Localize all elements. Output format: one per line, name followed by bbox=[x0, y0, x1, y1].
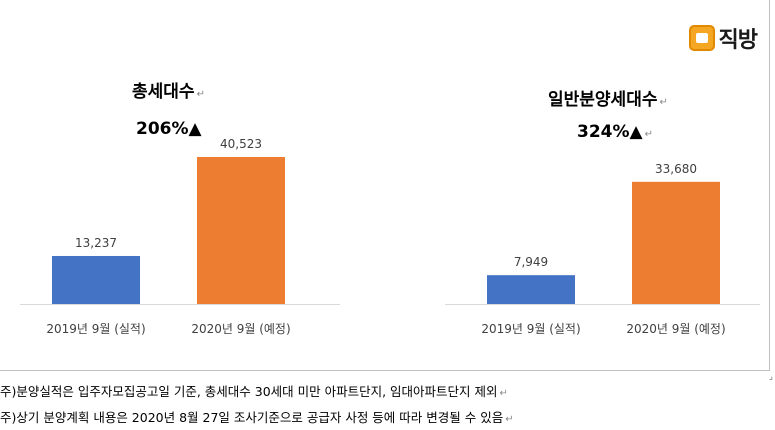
category-label: 2020년 9월 (예정) bbox=[191, 322, 290, 336]
data-label: 13,237 bbox=[75, 236, 117, 250]
resize-handle-icon[interactable]: ⌟ bbox=[768, 372, 773, 382]
chart-frame bbox=[0, 0, 770, 371]
footnote-2-text: 주)상기 분양계획 내용은 2020년 8월 27일 조사기준으로 공급자 사정… bbox=[0, 410, 504, 425]
chart-change-general: 324%▲ ↵ bbox=[577, 122, 653, 142]
footnote-2: 주)상기 분양계획 내용은 2020년 8월 27일 조사기준으로 공급자 사정… bbox=[0, 410, 514, 425]
chart-title-total: 총세대수 ↵ bbox=[132, 82, 205, 102]
bar-planned bbox=[632, 181, 720, 304]
chart-change-general-text: 324%▲ bbox=[577, 122, 643, 142]
bar-actual bbox=[487, 275, 575, 304]
data-label: 7,949 bbox=[514, 255, 548, 269]
footnote-1-text: 주)분양실적은 입주자모집공고일 기준, 총세대수 30세대 미만 아파트단지,… bbox=[0, 384, 498, 399]
house-icon bbox=[688, 25, 715, 51]
category-label: 2020년 9월 (예정) bbox=[626, 322, 725, 336]
data-label: 40,523 bbox=[220, 137, 262, 151]
brand-name: 직방 bbox=[718, 28, 758, 53]
chart-title-general-text: 일반분양세대수 bbox=[548, 90, 658, 110]
chart-title-general: 일반분양세대수 ↵ bbox=[548, 90, 668, 110]
category-label: 2019년 9월 (실적) bbox=[481, 322, 580, 336]
category-label: 2019년 9월 (실적) bbox=[46, 322, 145, 336]
footnote-1: 주)분양실적은 입주자모집공고일 기준, 총세대수 30세대 미만 아파트단지,… bbox=[0, 384, 508, 399]
bar-actual bbox=[52, 255, 140, 304]
bar-charts: 13,237 2019년 9월 (실적) 40,523 2020년 9월 (예정) 7,… bbox=[20, 137, 760, 336]
chart-title-total-text: 총세대수 bbox=[132, 82, 195, 102]
bar-planned bbox=[197, 157, 285, 304]
brand-logo: 직방 bbox=[688, 22, 758, 54]
chart-change-total: 206%▲ bbox=[136, 119, 202, 139]
data-label: 33,680 bbox=[655, 162, 697, 176]
